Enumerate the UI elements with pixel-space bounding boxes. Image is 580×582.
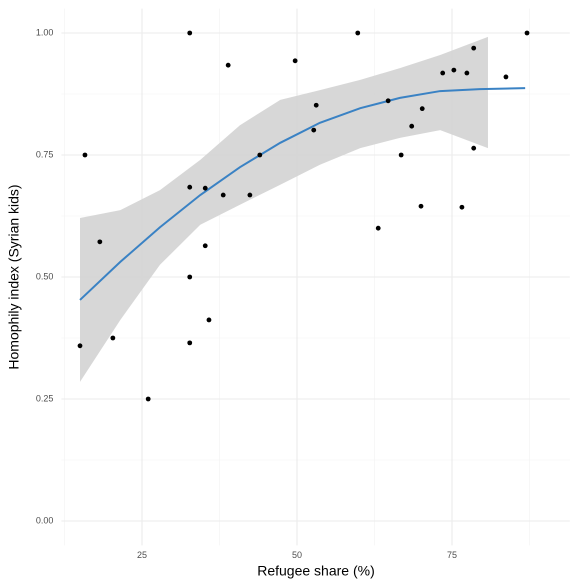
point — [524, 30, 530, 36]
point — [451, 67, 457, 73]
point — [187, 340, 193, 346]
point — [355, 30, 361, 36]
point — [440, 70, 446, 76]
point — [202, 185, 208, 191]
point — [220, 192, 226, 198]
point — [503, 74, 509, 80]
point — [187, 274, 193, 280]
point — [82, 152, 88, 158]
point — [206, 317, 212, 323]
x-tick-label: 25 — [137, 550, 147, 560]
point — [202, 243, 208, 249]
point — [385, 98, 391, 104]
point — [97, 239, 103, 245]
y-tick-label: 0.00 — [36, 515, 54, 525]
point — [77, 343, 83, 349]
point — [398, 152, 404, 158]
point — [471, 145, 477, 151]
point — [247, 192, 253, 198]
point — [257, 152, 263, 158]
x-axis-title: Refugee share (%) — [257, 563, 375, 579]
x-tick-label: 75 — [447, 550, 457, 560]
y-tick-label: 1.00 — [36, 27, 54, 37]
y-axis-title: Homophily index (Syrian kids) — [6, 184, 22, 369]
point — [110, 335, 116, 341]
point — [419, 106, 425, 112]
point — [292, 58, 298, 64]
fit-line — [79, 87, 526, 301]
point — [418, 203, 424, 209]
point — [311, 127, 317, 133]
point — [459, 204, 465, 210]
point — [313, 102, 319, 108]
point — [225, 62, 231, 68]
point — [471, 45, 477, 51]
point — [409, 123, 415, 129]
point — [187, 184, 193, 190]
y-tick-label: 0.50 — [36, 271, 54, 281]
point — [145, 396, 151, 402]
y-tick-label: 0.25 — [36, 393, 54, 403]
point — [187, 30, 193, 36]
point — [375, 225, 381, 231]
x-tick-label: 50 — [292, 550, 302, 560]
confidence-band — [80, 36, 488, 382]
point — [464, 70, 470, 76]
y-tick-label: 0.75 — [36, 149, 54, 159]
